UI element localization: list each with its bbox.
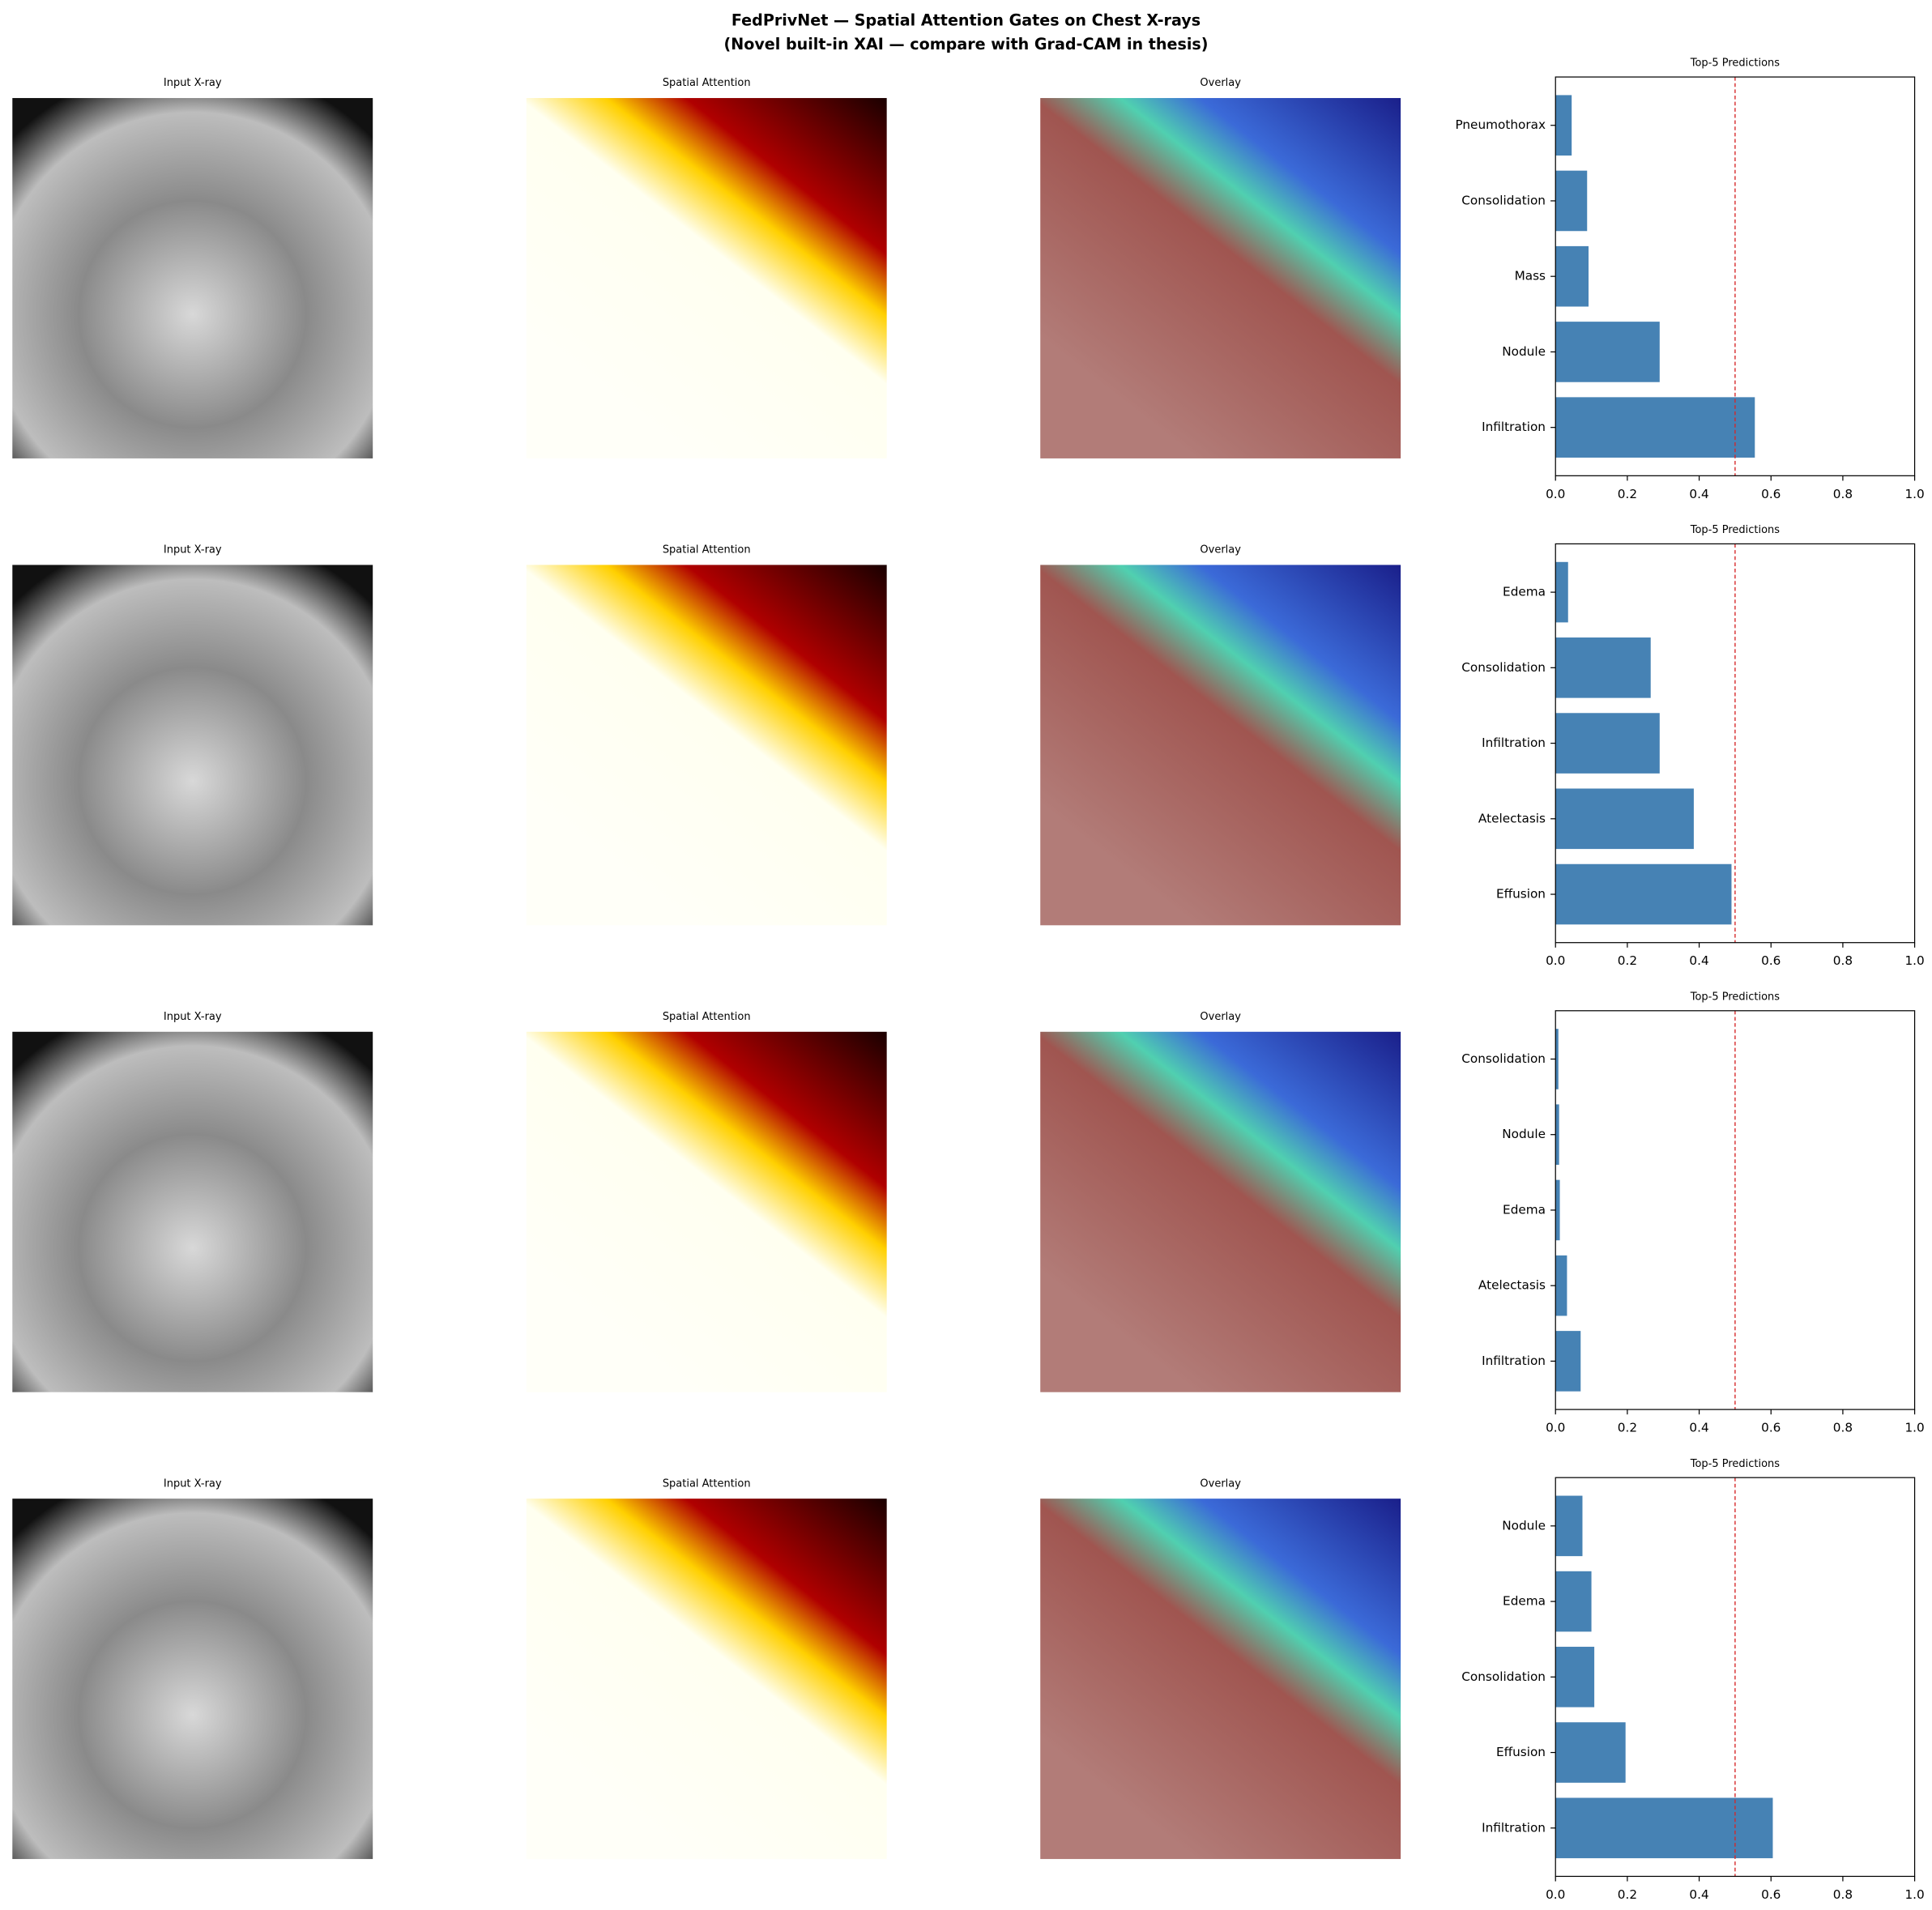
x-tick-label: 0.2 bbox=[1618, 1421, 1637, 1435]
bar bbox=[1555, 788, 1694, 850]
bar bbox=[1555, 713, 1660, 774]
image-panel bbox=[1040, 1031, 1401, 1392]
axes-frame bbox=[1555, 1477, 1916, 1878]
y-tick-label: Pneumothorax bbox=[1455, 117, 1546, 132]
x-tick-label: 0.0 bbox=[1546, 487, 1565, 501]
panel-title: Input X-ray bbox=[164, 544, 222, 556]
x-tick-label: 0.8 bbox=[1833, 1887, 1853, 1902]
bar bbox=[1555, 322, 1660, 382]
bar bbox=[1555, 1722, 1626, 1783]
x-tick-label: 0.6 bbox=[1761, 1421, 1781, 1435]
bar bbox=[1555, 1495, 1583, 1557]
x-tick-label: 0.4 bbox=[1689, 1421, 1708, 1435]
x-tick-label: 0.0 bbox=[1546, 953, 1565, 968]
panel-title: Input X-ray bbox=[164, 1011, 222, 1023]
y-tick-label: Consolidation bbox=[1461, 193, 1546, 207]
x-tick-label: 0.8 bbox=[1833, 953, 1853, 968]
y-tick-label: Infiltration bbox=[1482, 420, 1546, 434]
panel-title: Spatial Attention bbox=[663, 1477, 751, 1490]
panel-title: Overlay bbox=[1200, 1477, 1241, 1490]
y-tick-label: Infiltration bbox=[1482, 1354, 1546, 1368]
y-tick-label: Atelectasis bbox=[1478, 1278, 1546, 1293]
y-tick-label: Consolidation bbox=[1461, 1669, 1546, 1684]
y-tick-label: Atelectasis bbox=[1478, 811, 1546, 825]
x-tick-label: 1.0 bbox=[1904, 953, 1924, 968]
chart-title: Top-5 Predictions bbox=[1690, 524, 1780, 536]
bar bbox=[1555, 1647, 1595, 1707]
bar bbox=[1555, 1029, 1559, 1089]
image-panel bbox=[12, 98, 373, 458]
y-tick-label: Consolidation bbox=[1461, 660, 1546, 675]
x-tick-label: 0.6 bbox=[1761, 1887, 1781, 1902]
panel-title: Overlay bbox=[1200, 77, 1241, 89]
y-tick-label: Effusion bbox=[1496, 887, 1546, 902]
panel-title: Spatial Attention bbox=[663, 1011, 751, 1023]
image-panel bbox=[12, 565, 373, 926]
figure-subtitle: (Novel built-in XAI — compare with Grad-… bbox=[724, 35, 1209, 53]
panel-title: Input X-ray bbox=[164, 1477, 222, 1490]
chart-title: Top-5 Predictions bbox=[1690, 991, 1780, 1003]
figure-title: FedPrivNet — Spatial Attention Gates on … bbox=[731, 11, 1201, 30]
panel-title: Overlay bbox=[1200, 1011, 1241, 1023]
bar bbox=[1555, 170, 1588, 232]
x-tick-label: 0.2 bbox=[1618, 953, 1637, 968]
y-tick-label: Nodule bbox=[1502, 1518, 1546, 1533]
bar bbox=[1555, 95, 1572, 156]
axes-frame bbox=[1555, 76, 1916, 476]
x-tick-label: 1.0 bbox=[1904, 1421, 1924, 1435]
panel-title: Overlay bbox=[1200, 544, 1241, 556]
x-tick-label: 0.6 bbox=[1761, 487, 1781, 501]
bar bbox=[1555, 561, 1568, 623]
bar bbox=[1555, 1797, 1773, 1859]
y-tick-label: Edema bbox=[1503, 1202, 1546, 1217]
image-panel bbox=[12, 1031, 373, 1392]
y-tick-label: Infiltration bbox=[1482, 735, 1546, 750]
bar bbox=[1555, 863, 1732, 925]
bar bbox=[1555, 637, 1651, 698]
bar bbox=[1555, 397, 1755, 458]
x-tick-label: 0.4 bbox=[1689, 1887, 1708, 1902]
x-tick-label: 0.2 bbox=[1618, 1887, 1637, 1902]
image-panel bbox=[526, 565, 887, 926]
x-tick-label: 0.4 bbox=[1689, 953, 1708, 968]
panel-title: Spatial Attention bbox=[663, 544, 751, 556]
x-tick-label: 0.4 bbox=[1689, 487, 1708, 501]
axes-frame bbox=[1555, 543, 1916, 944]
bar bbox=[1555, 1255, 1567, 1316]
bar bbox=[1555, 245, 1589, 307]
image-panel bbox=[526, 98, 887, 458]
bar bbox=[1555, 1571, 1592, 1632]
image-panel bbox=[1040, 98, 1401, 458]
x-tick-label: 1.0 bbox=[1904, 487, 1924, 501]
image-panel bbox=[526, 1499, 887, 1860]
image-panel bbox=[526, 1031, 887, 1392]
image-panel bbox=[1040, 565, 1401, 926]
y-tick-label: Nodule bbox=[1502, 344, 1546, 359]
y-tick-label: Consolidation bbox=[1461, 1051, 1546, 1066]
y-tick-label: Effusion bbox=[1496, 1745, 1546, 1759]
y-tick-label: Edema bbox=[1503, 585, 1546, 599]
x-tick-label: 1.0 bbox=[1904, 1887, 1924, 1902]
y-tick-label: Nodule bbox=[1502, 1127, 1546, 1141]
axes-frame bbox=[1555, 1010, 1916, 1410]
x-tick-label: 0.2 bbox=[1618, 487, 1637, 501]
y-tick-label: Mass bbox=[1515, 269, 1546, 284]
chart-title: Top-5 Predictions bbox=[1690, 58, 1780, 70]
x-tick-label: 0.8 bbox=[1833, 487, 1853, 501]
x-tick-label: 0.8 bbox=[1833, 1421, 1853, 1435]
image-panel bbox=[12, 1499, 373, 1860]
image-panel bbox=[1040, 1499, 1401, 1860]
bar bbox=[1555, 1179, 1560, 1241]
bar bbox=[1555, 1331, 1581, 1392]
x-tick-label: 0.0 bbox=[1546, 1421, 1565, 1435]
y-tick-label: Infiltration bbox=[1482, 1820, 1546, 1835]
bar bbox=[1555, 1104, 1559, 1166]
panel-title: Input X-ray bbox=[164, 77, 222, 89]
y-tick-label: Edema bbox=[1503, 1594, 1546, 1609]
x-tick-label: 0.0 bbox=[1546, 1887, 1565, 1902]
chart-title: Top-5 Predictions bbox=[1690, 1458, 1780, 1470]
panel-title: Spatial Attention bbox=[663, 77, 751, 89]
x-tick-label: 0.6 bbox=[1761, 953, 1781, 968]
